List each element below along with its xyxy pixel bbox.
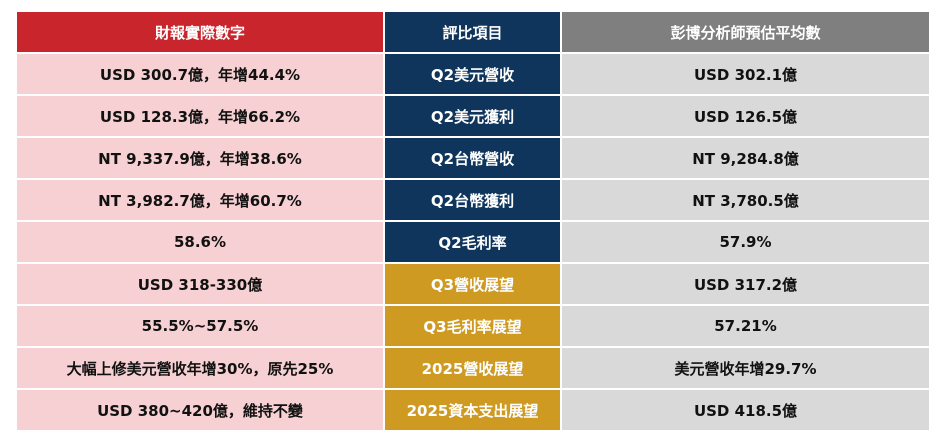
estimate-cell: NT 3,780.5億 bbox=[562, 180, 929, 220]
estimate-cell: 美元營收年增29.7% bbox=[562, 348, 929, 388]
actual-cell: USD 300.7億，年增44.4% bbox=[17, 54, 383, 94]
estimate-cell: NT 9,284.8億 bbox=[562, 138, 929, 178]
actual-cell: USD 380~420億，維持不變 bbox=[17, 390, 383, 430]
header-actual: 財報實際數字 bbox=[17, 12, 383, 52]
item-cell: Q3毛利率展望 bbox=[385, 306, 560, 346]
estimate-cell: 57.9% bbox=[562, 222, 929, 262]
actual-cell: 58.6% bbox=[17, 222, 383, 262]
header-estimate: 彭博分析師預估平均數 bbox=[562, 12, 929, 52]
item-cell: Q3營收展望 bbox=[385, 264, 560, 304]
table-row: USD 300.7億，年增44.4% Q2美元營收 USD 302.1億 bbox=[17, 54, 929, 94]
item-cell: Q2台幣獲利 bbox=[385, 180, 560, 220]
table-row: USD 128.3億，年增66.2% Q2美元獲利 USD 126.5億 bbox=[17, 96, 929, 136]
table-row: 大幅上修美元營收年增30%，原先25% 2025營收展望 美元營收年增29.7% bbox=[17, 348, 929, 388]
estimate-cell: USD 126.5億 bbox=[562, 96, 929, 136]
table-row: NT 3,982.7億，年增60.7% Q2台幣獲利 NT 3,780.5億 bbox=[17, 180, 929, 220]
item-cell: 2025營收展望 bbox=[385, 348, 560, 388]
estimate-cell: 57.21% bbox=[562, 306, 929, 346]
item-cell: 2025資本支出展望 bbox=[385, 390, 560, 430]
table-row: 55.5%~57.5% Q3毛利率展望 57.21% bbox=[17, 306, 929, 346]
actual-cell: 55.5%~57.5% bbox=[17, 306, 383, 346]
item-cell: Q2美元營收 bbox=[385, 54, 560, 94]
table-row: 58.6% Q2毛利率 57.9% bbox=[17, 222, 929, 262]
table-row: USD 318-330億 Q3營收展望 USD 317.2億 bbox=[17, 264, 929, 304]
estimate-cell: USD 302.1億 bbox=[562, 54, 929, 94]
estimate-cell: USD 418.5億 bbox=[562, 390, 929, 430]
actual-cell: NT 9,337.9億，年增38.6% bbox=[17, 138, 383, 178]
actual-cell: USD 128.3億，年增66.2% bbox=[17, 96, 383, 136]
actual-cell: USD 318-330億 bbox=[17, 264, 383, 304]
header-item: 評比項目 bbox=[385, 12, 560, 52]
table-row: USD 380~420億，維持不變 2025資本支出展望 USD 418.5億 bbox=[17, 390, 929, 430]
table-header-row: 財報實際數字 評比項目 彭博分析師預估平均數 bbox=[17, 12, 929, 52]
table-row: NT 9,337.9億，年增38.6% Q2台幣營收 NT 9,284.8億 bbox=[17, 138, 929, 178]
item-cell: Q2美元獲利 bbox=[385, 96, 560, 136]
actual-cell: 大幅上修美元營收年增30%，原先25% bbox=[17, 348, 383, 388]
comparison-table: 財報實際數字 評比項目 彭博分析師預估平均數 USD 300.7億，年增44.4… bbox=[17, 12, 929, 432]
item-cell: Q2毛利率 bbox=[385, 222, 560, 262]
item-cell: Q2台幣營收 bbox=[385, 138, 560, 178]
actual-cell: NT 3,982.7億，年增60.7% bbox=[17, 180, 383, 220]
estimate-cell: USD 317.2億 bbox=[562, 264, 929, 304]
